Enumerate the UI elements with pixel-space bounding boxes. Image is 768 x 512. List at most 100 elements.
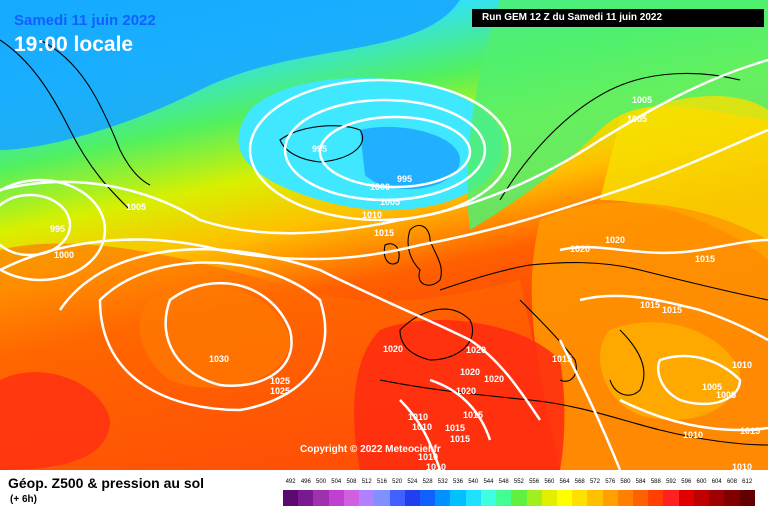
colorbar-cell [511,490,527,506]
colorbar-cell [298,490,314,506]
colorbar-tick-label: 500 [316,479,327,485]
model-run-banner: Run GEM 12 Z du Samedi 11 juin 2022 [472,9,764,27]
colorbar-tick-label: 560 [544,479,555,485]
isobar-1005-low [248,78,512,222]
isobar-label: 1005 [126,202,146,212]
isobar-label: 1000 [54,250,74,260]
colorbar-cell [480,490,497,506]
colorbar-tick-label: 604 [711,479,722,485]
colorbar-tick-label: 576 [605,479,616,485]
isobar-label: 1010 [408,412,428,422]
isobar-label: 1015 [463,410,483,420]
isobar-label: 1015 [640,300,660,310]
z500-blue-zone [0,0,460,150]
isobar-label: 1005 [702,382,722,392]
isobar-label: 1020 [460,367,480,377]
colorbar-tick-label: 512 [361,479,372,485]
isobar-1015-south [558,339,622,470]
colorbar-cell [450,490,466,506]
isobar-label: 995 [50,224,65,234]
colorbar-cell [602,490,618,506]
colorbar-tick-label: 596 [681,479,692,485]
isobar-label: 1025 [270,376,290,386]
colorbar-cell [541,490,557,506]
europe-coast [439,262,768,301]
colorbar-cell [663,490,679,506]
colorbar-cell [389,490,405,506]
isobar-1015 [0,128,768,272]
colorbar-cell [724,490,740,506]
colorbar-cell [359,490,375,506]
colorbar-cell [617,490,634,506]
colorbar [283,490,755,506]
iceland-coast [279,125,363,163]
colorbar-tick-label: 508 [346,479,357,485]
isobar-label: 1020 [484,374,504,384]
isobar-label: 1015 [695,254,715,264]
italy-coast [519,299,577,382]
colorbar-cell [496,490,512,506]
colorbar-tick-label: 524 [407,479,418,485]
colorbar-tick-label: 584 [635,479,646,485]
greenland-coast-inner [39,39,151,186]
colorbar-tick-label: 492 [285,479,296,485]
isobar-label: 1020 [466,345,486,355]
forecast-time: 19:00 locale [14,33,134,56]
colorbar-cell [693,490,710,506]
isobar-1000-low [283,98,487,202]
colorbar-cell [633,490,649,506]
isobar-1015-africa [429,378,492,441]
isobar-label: 1020 [456,386,476,396]
isobar-label: 1015 [662,305,682,315]
britain-coast [407,225,442,286]
z500-yellow-zone [600,96,768,260]
isobar-1010-africa [399,399,442,470]
legend-subtitle: (+ 6h) [10,494,37,505]
colorbar-tick-label: 536 [453,479,464,485]
colorbar-cell [435,490,451,506]
isobar-1010 [0,58,768,235]
isobar-label: 1010 [732,462,752,470]
isobar-1015-east [579,294,768,342]
colorbar-cell [313,490,329,506]
isobar-label: 1015 [374,228,394,238]
colorbar-tick-label: 552 [513,479,524,485]
colorbar-tick-label: 548 [498,479,509,485]
legend-footer: Géop. Z500 & pression au sol (+ 6h) 492 4… [0,470,768,512]
copyright-notice: Copyright © 2022 Meteociel.fr [300,444,441,455]
greece-coast [609,329,645,396]
isobar-1020 [58,248,542,421]
isobar-label: 1010 [412,422,432,432]
colorbar-cell [343,490,360,506]
isobar-1010-south [619,398,768,432]
colorbar-tick-label: 608 [726,479,737,485]
isobar-label: 1005 [380,197,400,207]
isobar-label: 1020 [383,344,403,354]
scandinavia-coast [499,72,741,201]
legend-title: Géop. Z500 & pression au sol [8,475,205,491]
z500-azores-high [139,285,290,388]
colorbar-ticks: 492 496 500 504 508 512 516 520 524 528 532 536 540 5… [283,479,755,485]
ireland-coast [383,243,400,265]
colorbar-tick-label: 588 [650,479,661,485]
colorbar-cell [419,490,436,506]
isobar-label: 1015 [450,434,470,444]
isobar-1005-greece [656,354,742,406]
colorbar-cell [328,490,344,506]
colorbar-tick-label: 528 [422,479,433,485]
colorbar-tick-label: 544 [483,479,494,485]
colorbar-cell [526,490,542,506]
colorbar-cell [572,490,588,506]
isobar-1030 [164,281,293,387]
isobar-label: 995 [312,144,327,154]
colorbar-cell [404,490,420,506]
colorbar-cell [556,490,573,506]
isobar-1025 [98,261,327,412]
isobar-label: 1020 [570,244,590,254]
isobar-label: 1010 [683,430,703,440]
colorbar-cell [283,490,299,506]
colorbar-cell [709,490,725,506]
isobar-label: 1005 [716,390,736,400]
colorbar-tick-label: 580 [620,479,631,485]
africa-coast [379,379,768,446]
